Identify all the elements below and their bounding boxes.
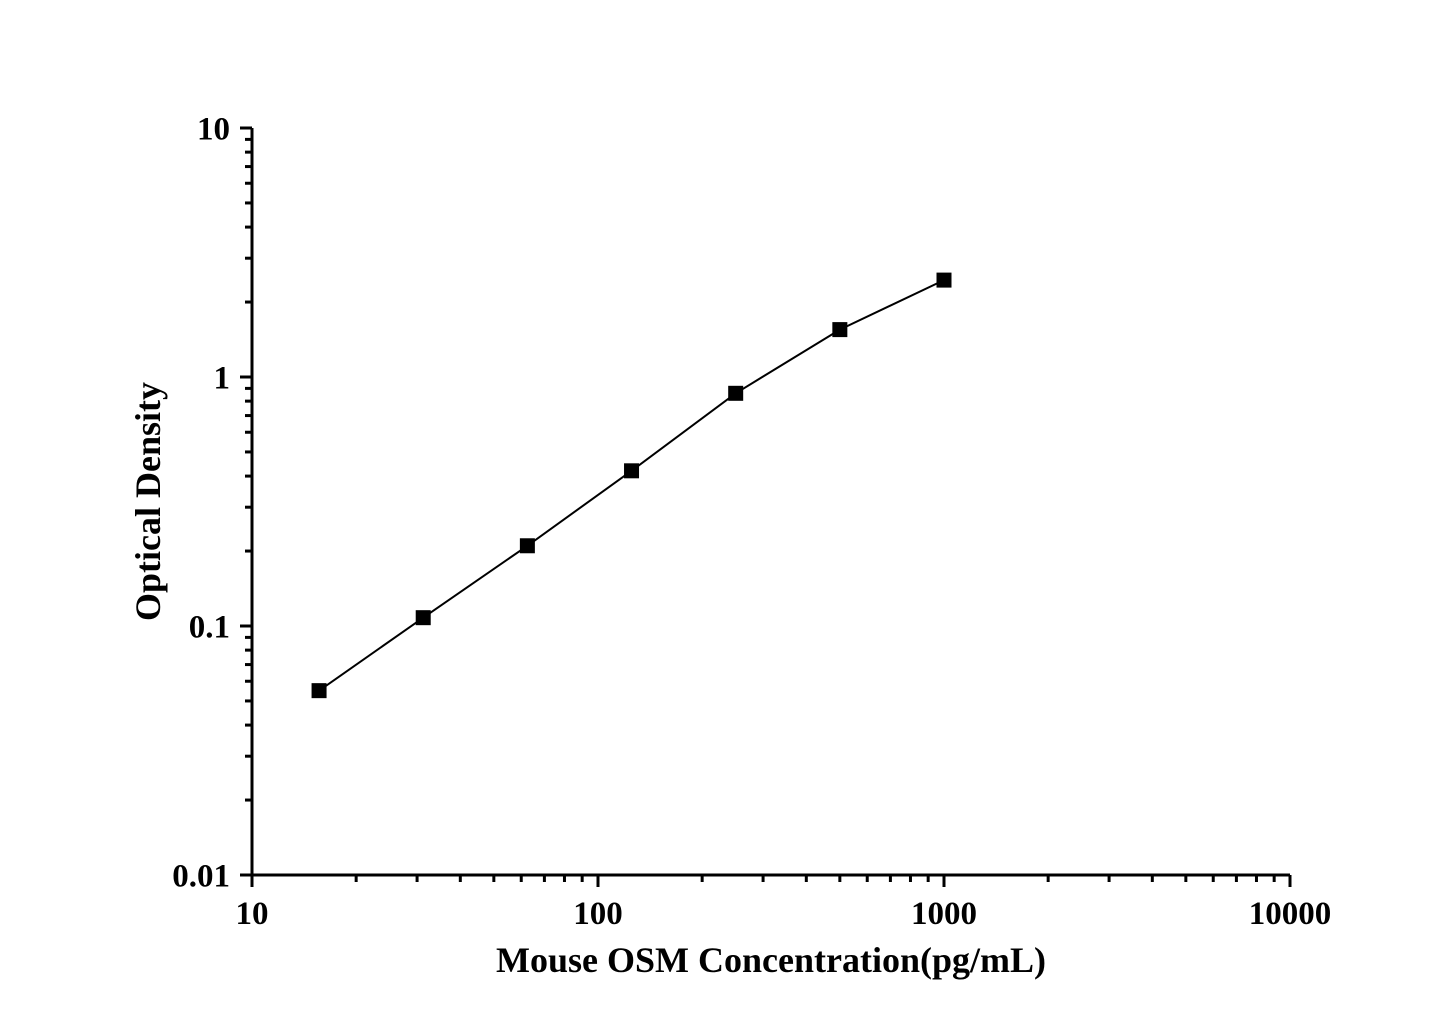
x-tick-label: 10	[236, 896, 269, 932]
y-axis-label: Optical Density	[128, 382, 168, 621]
x-tick-label: 1000	[911, 896, 977, 932]
y-tick-label: 0.01	[172, 859, 230, 895]
x-axis-label: Mouse OSM Concentration(pg/mL)	[496, 940, 1046, 980]
y-tick-label: 0.1	[189, 610, 230, 646]
data-marker	[416, 610, 431, 625]
y-tick-label: 1	[214, 361, 231, 397]
chart-container: 10 100 1000 10000 0.01 0.1 1 10 Mouse OSM Concen…	[0, 0, 1445, 1009]
y-tick-label: 10	[197, 112, 230, 148]
data-marker	[937, 273, 952, 288]
x-tick-label: 100	[573, 896, 623, 932]
data-marker	[624, 463, 639, 478]
data-marker	[312, 683, 327, 698]
chart-svg: 10 100 1000 10000 0.01 0.1 1 10 Mouse OSM Concen…	[0, 0, 1445, 1009]
data-marker	[520, 538, 535, 553]
data-marker	[832, 322, 847, 337]
data-marker	[728, 386, 743, 401]
x-tick-label: 10000	[1249, 896, 1332, 932]
